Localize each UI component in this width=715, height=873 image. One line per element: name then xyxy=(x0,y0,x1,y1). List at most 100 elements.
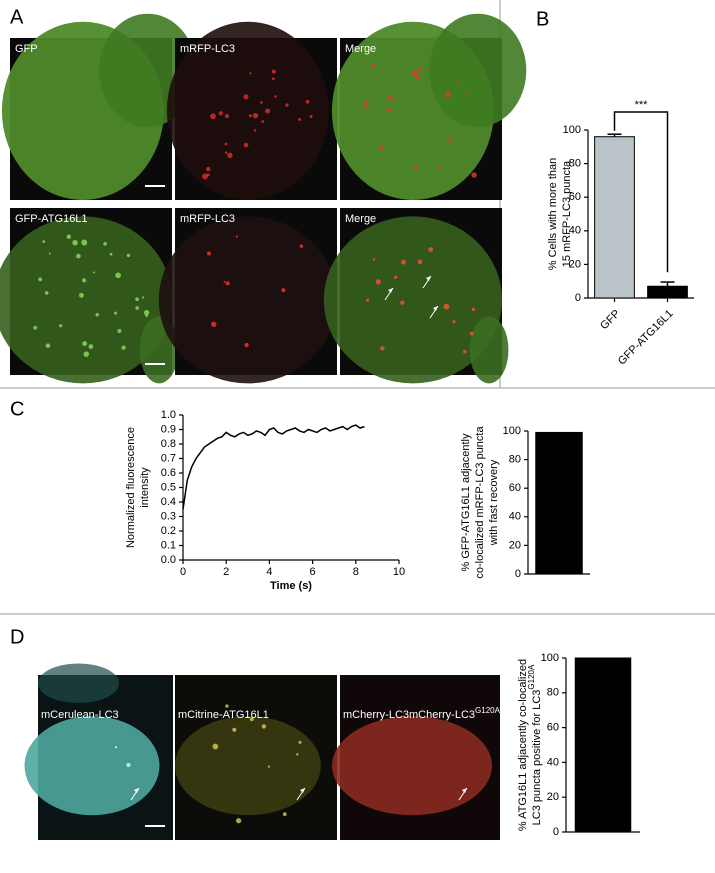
puncta xyxy=(48,252,51,255)
puncta xyxy=(249,717,254,722)
image-label-sup: G120A xyxy=(475,706,501,715)
image-label: mRFP-LC3 xyxy=(180,43,235,55)
puncta xyxy=(417,68,422,72)
puncta xyxy=(253,129,257,132)
puncta xyxy=(225,704,229,708)
puncta xyxy=(109,252,113,256)
puncta xyxy=(38,277,43,282)
puncta xyxy=(271,69,276,74)
puncta xyxy=(135,306,140,310)
cell xyxy=(0,216,172,384)
y-axis-label: 15 mRFP-LC3 puncta xyxy=(561,160,573,267)
puncta xyxy=(261,120,265,123)
arrowhead xyxy=(462,788,467,793)
puncta xyxy=(366,298,370,302)
x-tick-label: 4 xyxy=(266,566,272,578)
y-tick-label: 100 xyxy=(541,652,559,664)
image-label: GFP xyxy=(15,43,38,55)
y-axis-label: with fast recovery xyxy=(488,459,500,546)
cell xyxy=(323,216,502,384)
puncta xyxy=(121,345,126,350)
puncta xyxy=(206,251,211,256)
puncta xyxy=(83,351,90,357)
puncta xyxy=(76,253,81,259)
puncta xyxy=(457,81,460,84)
y-axis-label-sup: G120A xyxy=(527,664,536,690)
puncta xyxy=(224,142,228,146)
puncta xyxy=(249,72,252,75)
puncta xyxy=(248,114,252,118)
cell xyxy=(429,13,527,128)
image-label: Merge xyxy=(345,213,376,225)
puncta xyxy=(362,103,368,109)
puncta xyxy=(212,743,219,750)
puncta xyxy=(285,103,289,107)
y-axis-label-text: Normalized fluorescence xyxy=(125,427,137,548)
puncta xyxy=(224,114,229,119)
puncta xyxy=(260,101,263,104)
puncta xyxy=(305,99,310,104)
puncta xyxy=(59,324,63,328)
annotation: *** xyxy=(635,99,649,111)
panel-label: D xyxy=(10,626,24,648)
cell xyxy=(24,716,160,816)
puncta xyxy=(82,341,88,347)
puncta xyxy=(225,281,230,286)
puncta xyxy=(267,765,271,768)
image-label: mCherry-LC3mCherry-LC3G120A xyxy=(343,706,501,721)
puncta xyxy=(296,753,299,756)
y-tick-label: 0.0 xyxy=(161,554,176,566)
cell xyxy=(38,663,119,704)
puncta xyxy=(371,62,376,67)
puncta xyxy=(93,271,96,274)
puncta xyxy=(282,812,287,817)
puncta xyxy=(471,307,476,312)
y-axis-label: % Cells with more than xyxy=(547,158,559,271)
puncta xyxy=(135,297,139,302)
puncta xyxy=(142,296,145,299)
panel-label: A xyxy=(10,6,24,28)
x-tick-label: 10 xyxy=(393,566,405,578)
y-tick-label: 60 xyxy=(569,191,581,203)
puncta xyxy=(265,108,271,114)
image-label: mCerulean-LC3 xyxy=(41,709,119,721)
puncta xyxy=(33,325,38,330)
y-axis-label-text: % GFP-ATG16L1 adjacently xyxy=(460,433,472,571)
y-axis-label: intensity xyxy=(139,467,151,508)
puncta xyxy=(227,152,233,159)
puncta xyxy=(372,258,376,261)
puncta xyxy=(202,173,208,180)
puncta xyxy=(452,320,456,324)
y-axis-label-text: co-localized mRFP-LC3 puncta xyxy=(474,426,486,579)
puncta xyxy=(210,113,216,120)
y-tick-label: 40 xyxy=(509,511,521,523)
puncta xyxy=(235,235,238,238)
image-label: Merge xyxy=(345,43,376,55)
puncta xyxy=(281,288,286,293)
y-axis-label: % ATG16L1 adjacently co-localized xyxy=(517,659,529,831)
puncta xyxy=(79,292,84,298)
puncta xyxy=(393,275,398,279)
puncta xyxy=(126,253,131,258)
image-label: GFP-ATG16L1 xyxy=(15,213,88,225)
puncta xyxy=(298,740,302,744)
y-axis-label-text: LC3 puncta positive for LC3 xyxy=(531,690,543,826)
arrowhead xyxy=(426,276,431,281)
y-tick-label: 20 xyxy=(509,539,521,551)
puncta xyxy=(115,272,121,279)
cell xyxy=(469,316,509,384)
puncta xyxy=(471,172,477,178)
y-tick-label: 0.2 xyxy=(161,525,176,537)
y-tick-label: 0.4 xyxy=(161,496,176,508)
x-tick-label: GFP xyxy=(598,308,622,332)
puncta xyxy=(274,95,277,98)
puncta xyxy=(443,303,450,310)
puncta xyxy=(380,346,385,351)
x-tick-label: 8 xyxy=(353,566,359,578)
panel-label: C xyxy=(10,398,24,420)
puncta xyxy=(414,74,421,81)
y-tick-label: 20 xyxy=(569,258,581,270)
puncta xyxy=(218,111,223,116)
puncta xyxy=(444,91,451,98)
puncta xyxy=(400,259,406,265)
